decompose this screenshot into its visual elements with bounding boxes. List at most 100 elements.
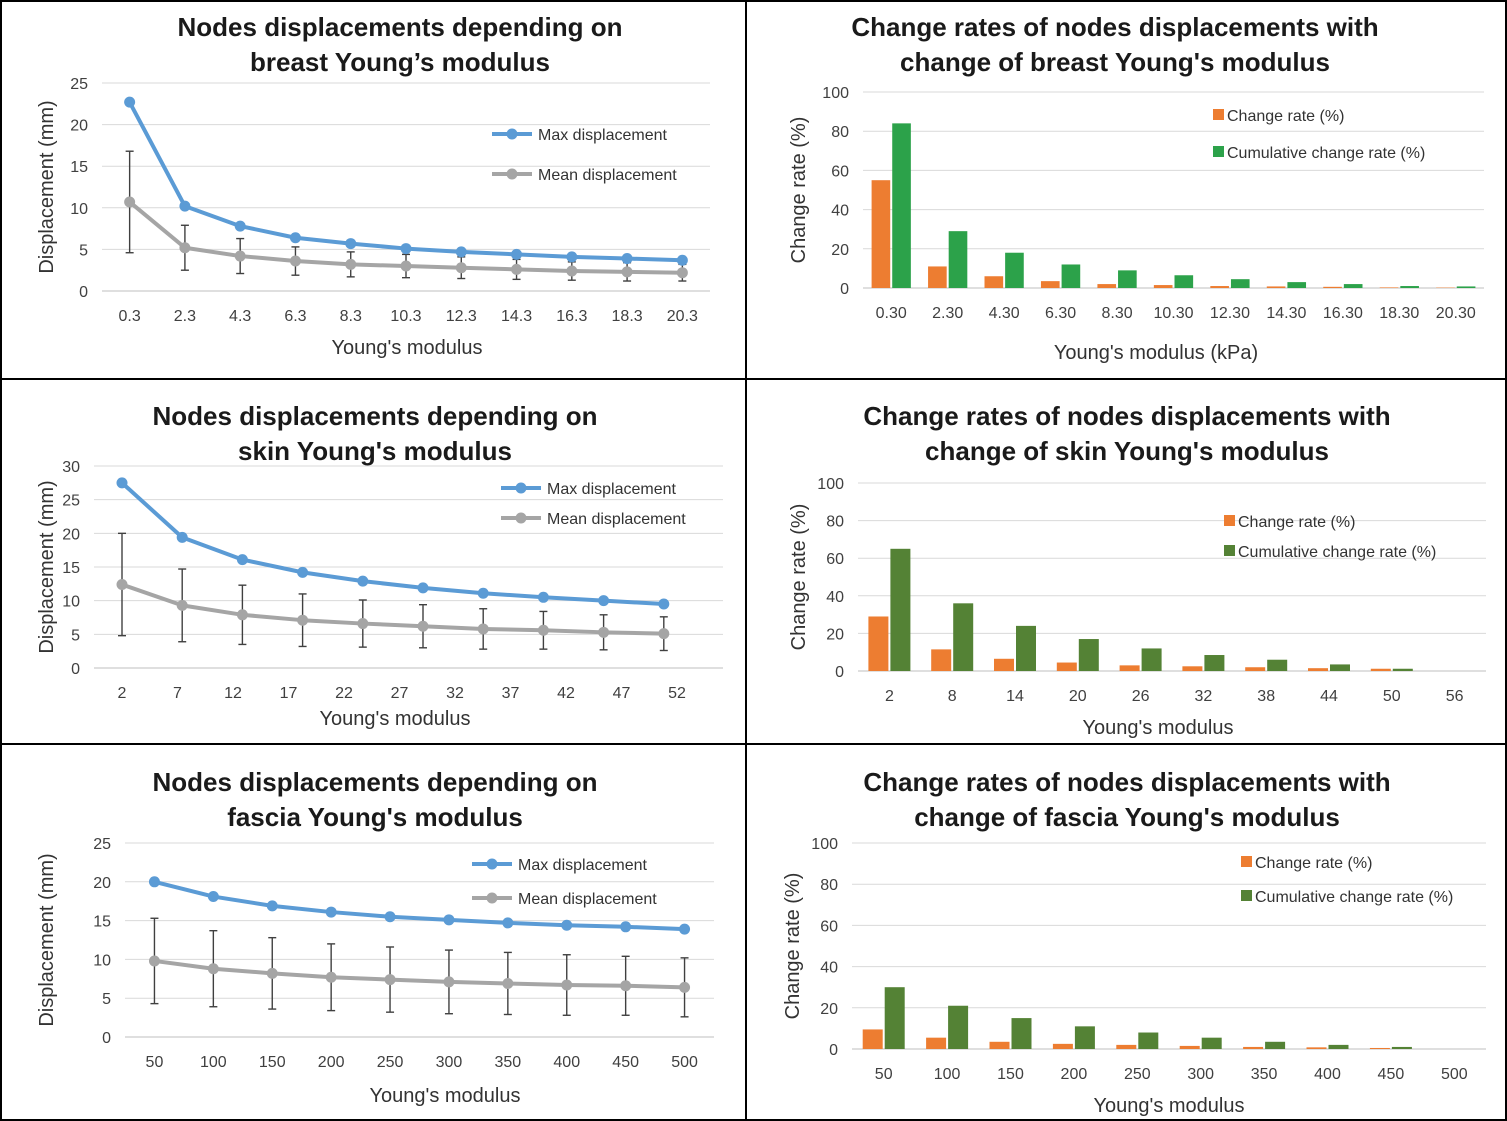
x-tick-label: 14 — [1006, 688, 1024, 705]
y-tick-label: 5 — [102, 991, 111, 1008]
data-point-mean — [455, 262, 467, 274]
x-tick-label: 8.30 — [1101, 305, 1132, 322]
bar-change — [868, 616, 889, 671]
data-point-max — [566, 251, 578, 263]
data-point-mean — [658, 628, 670, 640]
chart-fascia-displacement: Nodes displacements depending on fascia Y… — [36, 767, 714, 1107]
legend-label-max: Max displacement — [518, 857, 648, 874]
bar-cumulative — [1392, 668, 1413, 671]
x-tick-label: 32 — [446, 685, 464, 702]
y-tick-label: 20 — [820, 1001, 838, 1018]
x-tick-label: 250 — [377, 1054, 404, 1071]
x-tick-label: 150 — [259, 1054, 286, 1071]
x-tick-label: 18.3 — [612, 308, 643, 325]
y-tick-label: 15 — [62, 560, 80, 577]
chart-title-line-1: Change rates of nodes displacements with — [863, 767, 1390, 797]
bar-cumulative_breast — [1230, 279, 1250, 288]
bar-cumulative_breast — [1400, 286, 1419, 288]
data-point-mean — [417, 620, 429, 632]
x-tick-label: 250 — [1124, 1066, 1151, 1083]
x-tick-label: 8 — [948, 688, 957, 705]
data-point-max — [561, 919, 573, 931]
x-tick-label: 350 — [494, 1054, 521, 1071]
bar-cumulative — [1265, 1041, 1286, 1049]
series-line-max — [153, 879, 685, 932]
bar-change — [1056, 662, 1077, 671]
x-tick-label: 22 — [335, 685, 353, 702]
x-tick-label: 32 — [1195, 688, 1213, 705]
data-point-max — [236, 554, 248, 566]
data-point-max — [620, 921, 632, 933]
data-point-max — [679, 923, 691, 935]
x-tick-label: 4.30 — [989, 305, 1020, 322]
panel-breast-displacement: Nodes displacements depending on breast Y… — [0, 0, 747, 380]
data-point-max — [511, 248, 523, 260]
y-axis-label: Displacement (mm) — [36, 100, 58, 273]
bar-change — [1243, 1046, 1264, 1049]
x-tick-label: 12 — [224, 685, 242, 702]
x-tick-label: 50 — [875, 1066, 893, 1083]
y-tick-label: 40 — [820, 960, 838, 977]
chart-fascia-change-rate: Change rates of nodes displacements with… — [782, 767, 1486, 1117]
x-tick-label: 42 — [557, 685, 575, 702]
x-tick-label: 100 — [934, 1066, 961, 1083]
x-tick-label: 350 — [1251, 1066, 1278, 1083]
x-tick-label: 100 — [200, 1054, 227, 1071]
bar-change — [1116, 1044, 1137, 1049]
legend-label-cumulative: Cumulative change rate (%) — [1255, 889, 1453, 906]
y-tick-label: 30 — [62, 459, 80, 476]
legend-swatch-change — [1224, 515, 1235, 526]
plot-group: Change rates of nodes displacements with… — [788, 12, 1484, 364]
data-point-max — [598, 595, 610, 607]
y-axis-label: Change rate (%) — [782, 873, 804, 1020]
data-point-max — [417, 582, 429, 594]
bar-change — [1370, 668, 1391, 671]
x-tick-label: 50 — [1383, 688, 1401, 705]
x-tick-label: 12.30 — [1210, 305, 1250, 322]
data-point-max — [400, 243, 412, 255]
data-point-max — [676, 254, 688, 266]
legend-label-cumulative_breast: Cumulative change rate (%) — [1227, 145, 1425, 162]
x-tick-label: 400 — [553, 1054, 580, 1071]
x-tick-label: 20.30 — [1436, 305, 1476, 322]
bar-change — [871, 180, 891, 288]
chart-title-line-1: Nodes displacements depending on — [178, 12, 623, 42]
x-axis-label: Young's modulus (kPa) — [1054, 342, 1258, 364]
x-tick-label: 20.3 — [667, 308, 698, 325]
y-axis-label: Displacement (mm) — [36, 480, 58, 653]
y-tick-label: 0 — [79, 284, 88, 301]
bar-change — [928, 266, 947, 288]
x-tick-label: 6.30 — [1045, 305, 1076, 322]
x-tick-label: 2 — [885, 688, 894, 705]
bar-cumulative — [1391, 1046, 1412, 1049]
bar-cumulative — [1074, 1026, 1095, 1049]
bar-cumulative — [1328, 1044, 1349, 1049]
data-point-max — [289, 232, 301, 244]
y-tick-label: 5 — [79, 242, 88, 259]
y-tick-label: 100 — [822, 85, 849, 102]
x-axis-label: Young's modulus — [320, 708, 471, 730]
bar-change — [984, 276, 1004, 288]
bar-change — [926, 1037, 947, 1049]
chart-title-line-2: skin Young's modulus — [238, 436, 512, 466]
y-tick-label: 40 — [831, 203, 849, 220]
bar-change — [1097, 284, 1117, 288]
x-tick-label: 6.3 — [284, 308, 306, 325]
bar-change — [1308, 668, 1328, 671]
legend-swatch-cumulative — [1224, 545, 1235, 556]
plot-group: Nodes displacements depending on breast Y… — [36, 12, 710, 359]
x-tick-label: 37 — [502, 685, 520, 702]
bar-change — [1245, 667, 1266, 671]
data-point-mean — [598, 626, 610, 638]
bar-cumulative_breast — [1174, 275, 1194, 288]
bar-change — [1266, 286, 1286, 288]
chart-title-line-1: Change rates of nodes displacements with — [851, 12, 1378, 42]
x-tick-label: 150 — [997, 1066, 1024, 1083]
data-point-max — [658, 598, 670, 610]
bar-change — [1119, 665, 1140, 671]
x-tick-label: 14.30 — [1266, 305, 1306, 322]
data-point-max — [502, 917, 514, 929]
bar-change — [989, 1041, 1010, 1049]
legend-marker-max — [515, 482, 527, 494]
legend-label-max: Max displacement — [547, 481, 677, 498]
